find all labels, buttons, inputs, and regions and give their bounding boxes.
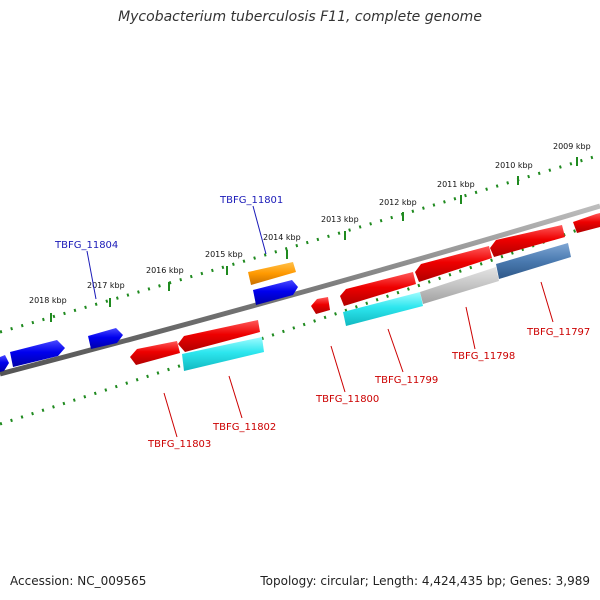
gene-label-forward[interactable]: TBFG_11801 xyxy=(219,195,283,206)
gene-arrow[interactable] xyxy=(311,297,330,314)
kbp-label: 2012 kbp xyxy=(379,198,417,207)
callout-line xyxy=(252,205,267,255)
kbp-label: 2009 kbp xyxy=(553,142,591,151)
gene-arrow[interactable] xyxy=(415,246,492,282)
gene-label-reverse[interactable]: TBFG_11803 xyxy=(147,439,211,450)
forward-gene-labels: TBFG_11801 TBFG_11804 xyxy=(54,195,283,251)
callout-line xyxy=(330,345,346,393)
gene-arrow[interactable] xyxy=(573,213,600,233)
scale-labels: 2009 kbp 2010 kbp 2011 kbp 2012 kbp 2013… xyxy=(29,142,591,305)
reverse-genes xyxy=(130,225,571,371)
kbp-label: 2014 kbp xyxy=(263,233,301,242)
callout-line xyxy=(465,306,476,350)
kbp-label: 2013 kbp xyxy=(321,215,359,224)
callout-line xyxy=(387,328,404,373)
gene-label-reverse[interactable]: TBFG_11802 xyxy=(212,422,276,433)
gene-arrow[interactable] xyxy=(343,292,423,326)
gene-arrow[interactable] xyxy=(178,320,260,352)
kbp-label: 2016 kbp xyxy=(146,266,184,275)
gene-arrow[interactable] xyxy=(253,280,298,305)
gene-arrow[interactable] xyxy=(420,267,499,304)
gene-label-reverse[interactable]: TBFG_11797 xyxy=(526,327,590,338)
callout-line xyxy=(228,375,243,419)
forward-genes xyxy=(0,213,600,372)
gene-arrow[interactable] xyxy=(0,355,9,372)
genome-summary-text: Topology: circular; Length: 4,424,435 bp… xyxy=(260,574,590,588)
kbp-label: 2017 kbp xyxy=(87,281,125,290)
reverse-gene-labels: TBFG_11797 TBFG_11798 TBFG_11799 TBFG_11… xyxy=(147,327,590,450)
callout-line xyxy=(163,392,178,438)
callout-line xyxy=(86,250,97,300)
kbp-label: 2015 kbp xyxy=(205,250,243,259)
kbp-label: 2011 kbp xyxy=(437,180,475,189)
page-title: Mycobacterium tuberculosis F11, complete… xyxy=(118,9,482,25)
gene-arrow[interactable] xyxy=(248,262,296,285)
callout-lines xyxy=(86,205,554,438)
gene-arrow[interactable] xyxy=(182,337,264,371)
gene-arrow[interactable] xyxy=(496,243,571,279)
gene-label-reverse[interactable]: TBFG_11798 xyxy=(451,351,515,362)
major-ticks xyxy=(50,157,578,322)
gene-arrow[interactable] xyxy=(10,340,65,367)
accession-text: Accession: NC_009565 xyxy=(10,574,147,588)
genome-backbone xyxy=(0,203,600,377)
gene-arrow[interactable] xyxy=(88,328,123,349)
gene-arrow[interactable] xyxy=(130,341,180,365)
gene-arrow[interactable] xyxy=(340,272,416,306)
kbp-label: 2010 kbp xyxy=(495,161,533,170)
gene-label-forward[interactable]: TBFG_11804 xyxy=(54,240,118,251)
gene-label-reverse[interactable]: TBFG_11800 xyxy=(315,394,379,405)
kbp-label: 2018 kbp xyxy=(29,296,67,305)
callout-line xyxy=(540,281,554,323)
gene-label-reverse[interactable]: TBFG_11799 xyxy=(374,375,438,386)
gene-arrow[interactable] xyxy=(490,225,565,257)
